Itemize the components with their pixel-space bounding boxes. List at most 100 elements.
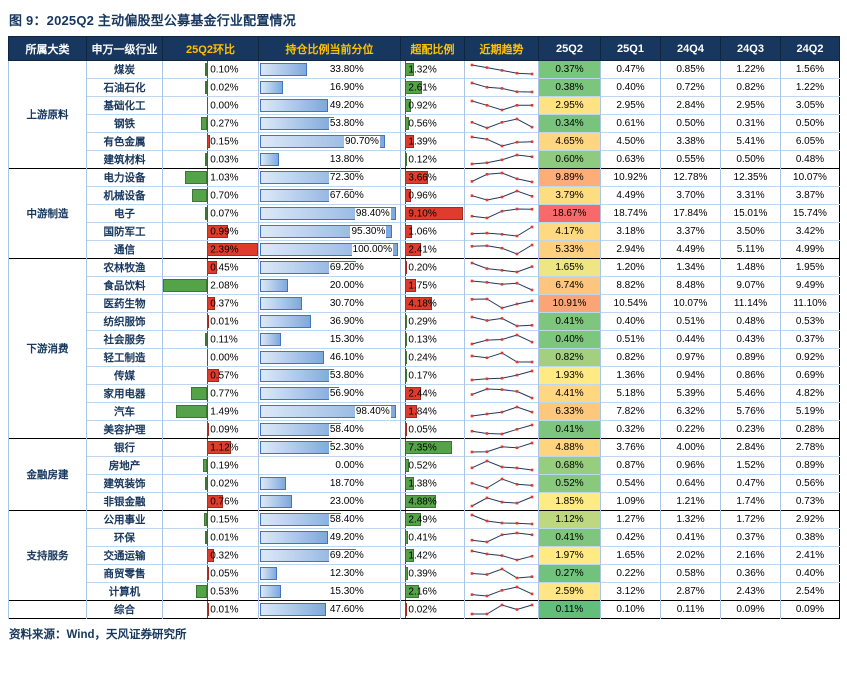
percentile-value: 56.90% (328, 387, 365, 400)
quarter-value: 0.31% (720, 114, 781, 133)
qoq-cell: 0.03% (162, 150, 259, 169)
trend-sparkline (470, 603, 533, 616)
trend-sparkline (470, 369, 533, 382)
overweight-value: 1.39% (408, 136, 437, 147)
quarter-value: 1.72% (720, 510, 781, 529)
qoq-cell: 0.15% (162, 132, 259, 151)
qoq-cell: 0.02% (162, 78, 259, 97)
trend-sparkline (470, 297, 533, 310)
percentile-cell: 98.40% (258, 204, 401, 223)
quarter-value: 5.19% (780, 402, 840, 421)
overweight-value: 2.61% (408, 82, 437, 93)
trend-sparkline (470, 459, 533, 472)
trend-cell (464, 528, 539, 547)
percentile-value: 72.30% (328, 171, 365, 184)
qoq-bar (205, 153, 208, 166)
q25q2-value: 6.33% (538, 402, 601, 421)
q25q2-value: 0.34% (538, 114, 601, 133)
report-figure: 图 9：2025Q2 主动偏股型公募基金行业配置情况 所属大类 申万一级行业 2… (8, 13, 840, 641)
industry-cell: 石油石化 (86, 78, 163, 97)
industry-cell: 商贸零售 (86, 564, 163, 583)
table-row: 家用电器 0.77% 56.90% 2.44% 4.41% 5.18% 5.39% 5.46%… (9, 384, 840, 403)
percentile-cell: 72.30% (258, 168, 401, 187)
industry-cell: 银行 (86, 438, 163, 457)
qoq-value: 2.08% (210, 280, 239, 291)
qoq-cell: 2.08% (162, 276, 259, 295)
overweight-cell: 0.05% (400, 420, 465, 439)
overweight-cell: 2.41% (400, 240, 465, 259)
quarter-value: 1.20% (600, 258, 661, 277)
overweight-value: 0.17% (408, 370, 437, 381)
overweight-axis (405, 511, 407, 529)
trend-cell (464, 168, 539, 187)
quarter-value: 3.18% (600, 222, 661, 241)
quarter-value: 2.78% (780, 438, 840, 457)
percentile-value: 15.30% (328, 333, 365, 346)
quarter-value: 1.95% (780, 258, 840, 277)
overweight-value: 0.29% (408, 316, 437, 327)
qoq-bar (205, 81, 208, 94)
overweight-axis (405, 259, 407, 277)
trend-cell (464, 330, 539, 349)
quarter-value: 11.14% (720, 294, 781, 313)
qoq-value: 0.15% (210, 136, 239, 147)
percentile-cell: 20.00% (258, 276, 401, 295)
quarter-value: 1.21% (660, 492, 721, 511)
qoq-value: 0.77% (210, 388, 239, 399)
quarter-value: 4.99% (780, 240, 840, 259)
qoq-axis (207, 187, 209, 205)
quarter-value: 3.31% (720, 186, 781, 205)
overweight-axis (405, 169, 407, 187)
trend-sparkline (470, 351, 533, 364)
qoq-value: 0.37% (210, 298, 239, 309)
table-row: 医药生物 0.37% 30.70% 4.18% 10.91% 10.54% 10.07% 11… (9, 294, 840, 313)
industry-cell: 有色金属 (86, 132, 163, 151)
overweight-cell: 0.17% (400, 366, 465, 385)
qoq-cell: 0.05% (162, 564, 259, 583)
qoq-cell: 0.00% (162, 96, 259, 115)
qoq-axis (207, 205, 209, 223)
q25q2-value: 1.12% (538, 510, 601, 529)
percentile-cell: 58.40% (258, 420, 401, 439)
overweight-value: 0.52% (408, 460, 437, 471)
industry-cell: 非银金融 (86, 492, 163, 511)
qoq-axis (207, 493, 209, 511)
percentile-cell: 100.00% (258, 240, 401, 259)
quarter-value: 1.56% (780, 60, 840, 79)
table-row: 金融房建 银行 1.12% 52.30% 7.35% 4.88% 3.76% 4.00% 2.8… (8, 438, 840, 511)
trend-sparkline (470, 153, 533, 166)
qoq-cell: 0.15% (162, 510, 259, 529)
qoq-value: 0.76% (210, 496, 239, 507)
quarter-value: 0.48% (720, 312, 781, 331)
qoq-axis (207, 565, 209, 583)
qoq-cell: 0.10% (162, 60, 259, 79)
percentile-value: 98.40% (354, 207, 391, 220)
quarter-value: 0.55% (660, 150, 721, 169)
trend-cell (464, 186, 539, 205)
overweight-axis (405, 601, 407, 619)
quarter-value: 0.96% (660, 456, 721, 475)
percentile-cell: 52.30% (258, 438, 401, 457)
trend-sparkline (470, 81, 533, 94)
qoq-value: 0.00% (210, 100, 239, 111)
trend-sparkline (470, 423, 533, 436)
percentile-bar (260, 81, 284, 94)
quarter-value: 18.74% (600, 204, 661, 223)
overweight-value: 0.20% (408, 262, 437, 273)
qoq-value: 0.70% (210, 190, 239, 201)
q25q2-value: 1.97% (538, 546, 601, 565)
overweight-axis (405, 403, 407, 421)
qoq-value: 0.01% (210, 316, 239, 327)
overweight-cell: 0.92% (400, 96, 465, 115)
overweight-value: 0.12% (408, 154, 437, 165)
quarter-value: 3.12% (600, 582, 661, 601)
quarter-value: 0.47% (600, 60, 661, 79)
q25q2-value: 1.85% (538, 492, 601, 511)
quarter-value: 0.23% (720, 420, 781, 439)
trend-cell (464, 294, 539, 313)
qoq-bar (190, 387, 208, 400)
trend-cell (464, 474, 539, 493)
industry-cell: 钢铁 (86, 114, 163, 133)
table-row: 商贸零售 0.05% 12.30% 0.39% 0.27% 0.22% 0.58% 0.36%… (9, 564, 840, 583)
quarter-value: 0.43% (720, 330, 781, 349)
